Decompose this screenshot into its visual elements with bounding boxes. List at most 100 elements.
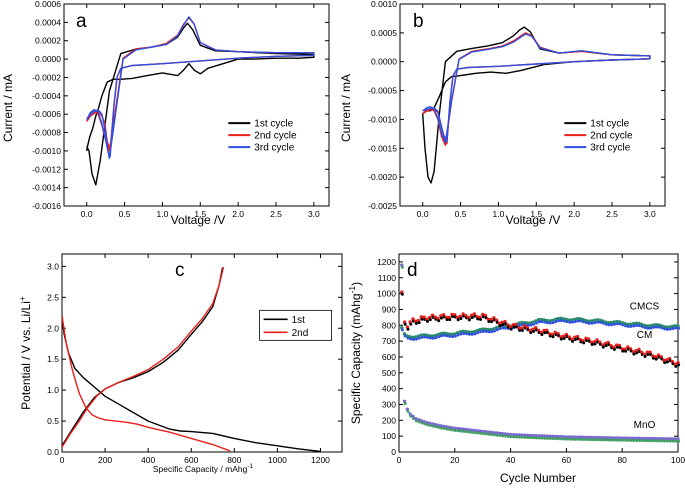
- panel-d-point-cmcs-alt: [428, 336, 432, 340]
- panel-d-point-cmcs-alt: [576, 319, 580, 323]
- panel-d-point-mno-alt: [632, 438, 636, 442]
- panel-d-ytick-label: 500: [382, 368, 396, 378]
- panel-c-series-1st-charge: [61, 267, 224, 447]
- panel-d-point-mno-alt: [629, 438, 633, 442]
- panel-d-point-cmcs-alt: [504, 326, 508, 330]
- panel-d-point-cmcs-alt: [442, 333, 446, 337]
- panel-d-point-cm-alt: [665, 360, 669, 364]
- panel-d-point-cmcs-alt: [518, 323, 522, 327]
- panel-c-xlabel-sup: -1: [247, 463, 253, 470]
- panel-d-ylabel: Specific Capacity (mAhg-1): [347, 282, 363, 424]
- panel-d-ytick-label: 1200: [377, 257, 396, 267]
- panel-b-legend-label: 1st cycle: [590, 119, 629, 130]
- panel-d-point-mno-alt: [660, 439, 664, 443]
- panel-d-frame: [398, 253, 679, 453]
- panel-d-point-cm-alt: [573, 337, 577, 341]
- panel-a-series: [86, 16, 315, 186]
- panel-d-point-cmcs-alt: [414, 337, 418, 341]
- panel-d-point-mno-alt: [607, 438, 611, 442]
- panel-d-point-cm-alt: [467, 318, 471, 322]
- panel-d-point-cm-alt: [459, 317, 463, 321]
- panel-d-point-cmcs-alt: [459, 332, 463, 336]
- panel-b-xtick-label: 0.0: [417, 209, 429, 219]
- panel-d-point-cm-alt: [451, 315, 455, 319]
- panel-d-point-cm-alt: [593, 342, 597, 346]
- panel-d-point-mno-alt: [400, 265, 404, 269]
- panel-d-point-mno-alt: [568, 437, 572, 441]
- panel-d-point-mno-alt: [635, 438, 639, 442]
- panel-d-ytick-label: 600: [382, 352, 396, 362]
- panel-d-point-cm-alt: [604, 344, 608, 348]
- panel-d-point-cm-alt: [590, 343, 594, 347]
- panel-d-point-mno-alt: [565, 437, 569, 441]
- panel-d-point-mno-alt: [576, 437, 580, 441]
- panel-d-point-cmcs-alt: [615, 322, 619, 326]
- panel-d-point-cm-alt: [674, 364, 678, 368]
- panel-c-xtick-label: 0: [60, 455, 65, 465]
- panel-d-point-cmcs-alt: [492, 329, 496, 333]
- panel-a-series-1st-cycle: [86, 22, 315, 186]
- panel-d-point-mno-alt: [470, 430, 474, 434]
- panel-d-point-mno-alt: [610, 438, 614, 442]
- panel-d-point-cm-alt: [529, 331, 533, 335]
- panel-d-point-cm-alt: [621, 349, 625, 353]
- panel-c-ticks: 0 200 400 600 800 1000 1200 0.0 0.5 1.0 1.5 2.0 2.5 3…: [47, 254, 342, 465]
- panel-b-series-1st-cycle: [422, 26, 651, 184]
- panel-d-point-cmcs-alt: [646, 326, 650, 330]
- panel-d-point-cmcs-alt: [573, 319, 577, 323]
- panel-c-xtick-label: 200: [98, 455, 112, 465]
- panel-d-ytick-label: 1100: [378, 273, 397, 283]
- panel-d-point-mno-alt: [481, 432, 485, 436]
- panel-d-point-mno-alt: [492, 433, 496, 437]
- panel-d-point-cmcs-alt: [451, 335, 455, 339]
- panel-d-ytick-label: 900: [382, 304, 396, 314]
- panel-d-point-mno-alt: [590, 438, 594, 442]
- panel-a-xtick-label: 2.0: [232, 209, 244, 219]
- panel-d-point-mno-alt: [585, 438, 589, 442]
- panel-d-point-cmcs-alt: [626, 325, 630, 329]
- panel-d-point-cm-alt: [428, 318, 432, 322]
- panel-d-point-mno-alt: [674, 439, 678, 443]
- panel-d-point-mno-alt: [506, 434, 510, 438]
- panel-a-ytick-label: -0.0014: [32, 183, 61, 193]
- panel-c-xtick-label: 800: [227, 455, 241, 465]
- panel-d-point-mno-alt: [615, 438, 619, 442]
- panel-a-xlabel: Voltage /V: [171, 213, 226, 227]
- panel-d-point-mno-alt: [573, 437, 577, 441]
- panel-d-point-cmcs-alt: [473, 332, 477, 336]
- panel-d-point-mno-alt: [621, 438, 625, 442]
- panel-d-point-mno-alt: [579, 437, 583, 441]
- panel-d-point-mno-alt: [571, 437, 575, 441]
- panel-a-series-3rd-cycle: [86, 16, 315, 160]
- panel-d-point-cmcs-alt: [495, 328, 499, 332]
- panel-a-ytick-label: 0.0004: [35, 17, 61, 27]
- panel-c-legend-label: 1st: [292, 315, 306, 326]
- panel-d-point-cmcs-alt: [677, 326, 681, 330]
- panel-d-point-mno-alt: [512, 435, 516, 439]
- panel-d-point-mno-alt: [638, 439, 642, 443]
- panel-c-xtick-label: 400: [141, 455, 155, 465]
- panel-d-point-cmcs-alt: [465, 332, 469, 336]
- panel-d-point-cm-alt: [509, 327, 513, 331]
- panel-d-point-cm-alt: [512, 325, 516, 329]
- panel-b-legend-label: 2nd cycle: [590, 131, 633, 142]
- panel-a-frame: [63, 3, 330, 207]
- panel-c-legend-label: 2nd: [292, 328, 309, 339]
- panel-d-point-cm-alt: [448, 318, 452, 322]
- panel-d-point-cmcs-alt: [467, 332, 471, 336]
- panel-d-point-mno-alt: [462, 429, 466, 433]
- panel-d-point-cm-alt: [403, 322, 407, 326]
- panel-d-point-cmcs-alt: [593, 321, 597, 325]
- panel-b-xtick-label: 2.5: [606, 209, 618, 219]
- panel-d-point-cm-alt: [562, 336, 566, 340]
- panel-d-xtick-label: 0: [397, 455, 402, 465]
- panel-d-point-cmcs-alt: [632, 324, 636, 328]
- panel-b-xtick-label: 1.5: [530, 209, 542, 219]
- panel-b-ytick-label: -0.0015: [368, 143, 397, 153]
- panel-d-point-cmcs-alt: [554, 320, 558, 324]
- panel-d-point-mno-alt: [484, 432, 488, 436]
- panel-d-point-cm-alt: [420, 317, 424, 321]
- panel-d-point-cmcs-alt: [671, 327, 675, 331]
- panel-d-point-cm-alt: [406, 327, 410, 331]
